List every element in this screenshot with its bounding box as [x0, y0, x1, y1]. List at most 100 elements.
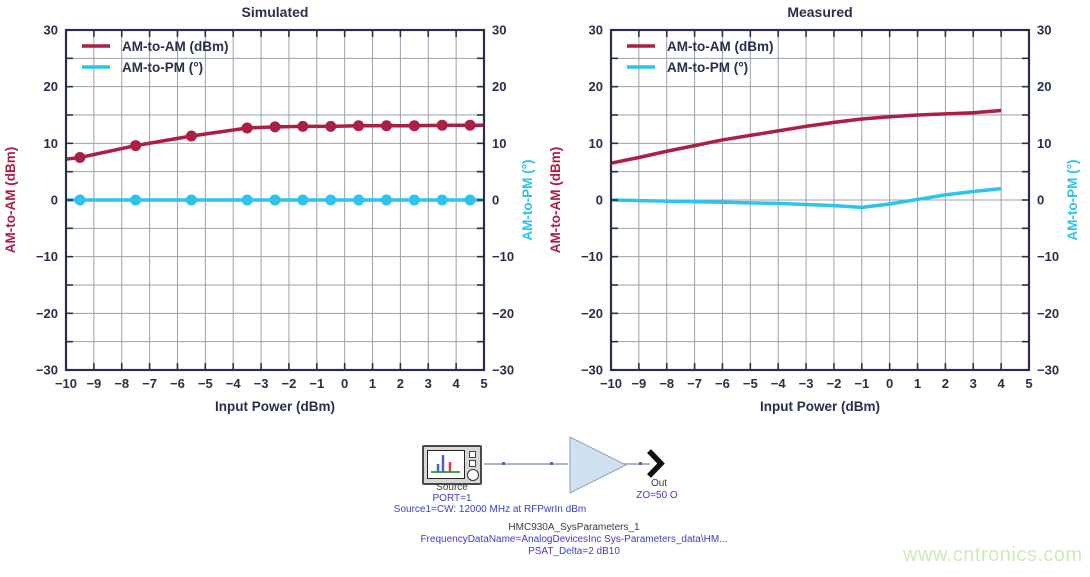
charts-row: −10 −9 −8 −7 −6 −5 −4 −3 −2 −1 0 1 2 3 4 5 30 20 10 0 −10 −20… — [0, 0, 1090, 430]
legend-label: AM-to-PM (°) — [667, 60, 748, 75]
svg-text:30: 30 — [589, 23, 603, 38]
wire-node — [502, 462, 505, 465]
wire-amp-to-out — [624, 463, 650, 465]
y-axis-label-right: AM-to-PM (°) — [520, 159, 535, 240]
simulated-chart: −10 −9 −8 −7 −6 −5 −4 −3 −2 −1 0 1 2 3 4 5 30 20 10 0 −10 −20… — [0, 0, 545, 430]
svg-text:20: 20 — [589, 79, 603, 94]
am-to-am-series — [610, 108, 1002, 165]
svg-text:−1: −1 — [309, 376, 324, 391]
svg-text:2: 2 — [942, 376, 949, 391]
measured-plot: −10 −9 −8 −7 −6 −5 −4 −3 −2 −1 0 1 2 3 4 53020100−10−20… — [548, 4, 1080, 414]
svg-text:−3: −3 — [254, 376, 269, 391]
amp-param1-label: FrequencyDataName=AnalogDevicesInc Sys-P… — [420, 534, 728, 545]
svg-text:4: 4 — [453, 376, 461, 391]
svg-text:0: 0 — [596, 193, 603, 208]
out-impedance-label: ZO=50 O — [636, 490, 678, 501]
svg-text:−3: −3 — [799, 376, 814, 391]
svg-text:−20: −20 — [581, 306, 603, 321]
svg-text:−30: −30 — [492, 363, 514, 378]
svg-text:−20: −20 — [492, 306, 514, 321]
out-label: Out — [650, 478, 668, 489]
svg-text:−10: −10 — [581, 249, 603, 264]
legend: AM-to-AM (dBm) AM-to-PM (°) — [82, 39, 228, 75]
y-axis-label-left: AM-to-AM (dBm) — [548, 147, 563, 253]
svg-text:0: 0 — [51, 193, 58, 208]
x-axis-label: Input Power (dBm) — [760, 399, 880, 414]
out-port-icon — [647, 449, 665, 478]
legend-label: AM-to-AM (dBm) — [122, 39, 228, 54]
amp-param2-label: PSAT_Delta=2 dB10 — [528, 546, 620, 557]
svg-text:0: 0 — [1037, 193, 1044, 208]
legend: AM-to-AM (dBm) AM-to-PM (°) — [627, 39, 773, 75]
svg-text:−5: −5 — [198, 376, 213, 391]
svg-text:−10: −10 — [55, 376, 77, 391]
svg-text:−4: −4 — [226, 376, 242, 391]
svg-text:−2: −2 — [282, 376, 297, 391]
svg-text:10: 10 — [1037, 136, 1051, 151]
svg-text:5: 5 — [480, 376, 487, 391]
svg-text:1: 1 — [914, 376, 921, 391]
source-screen — [427, 450, 465, 479]
tick-marks — [65, 29, 485, 371]
svg-text:−10: −10 — [600, 376, 622, 391]
chart-title: Measured — [787, 4, 852, 20]
svg-text:10: 10 — [492, 136, 506, 151]
svg-text:10: 10 — [44, 136, 58, 151]
x-tick-labels: −10 −9 −8 −7 −6 −5 −4 −3 −2 −1 0 1 2 3 4 5 — [600, 376, 1033, 391]
x-tick-labels: −10 −9 −8 −7 −6 −5 −4 −3 −2 −1 0 1 2 3 4 5 — [55, 376, 488, 391]
svg-text:20: 20 — [1037, 79, 1051, 94]
source-instrument-icon — [422, 445, 482, 485]
source-param-label: Source1=CW: 12000 MHz at RFPwrIn dBm — [393, 504, 587, 515]
svg-text:−30: −30 — [581, 363, 603, 378]
source-button-icon — [469, 451, 476, 458]
svg-text:1: 1 — [369, 376, 376, 391]
svg-text:−2: −2 — [827, 376, 842, 391]
svg-text:−8: −8 — [659, 376, 674, 391]
svg-text:−4: −4 — [771, 376, 787, 391]
svg-text:4: 4 — [998, 376, 1006, 391]
svg-text:10: 10 — [589, 136, 603, 151]
svg-text:0: 0 — [886, 376, 893, 391]
am-to-pm-series — [610, 186, 1002, 210]
svg-text:−20: −20 — [1037, 306, 1059, 321]
legend-label: AM-to-PM (°) — [122, 60, 203, 75]
tick-marks — [610, 29, 1030, 371]
svg-text:0: 0 — [492, 193, 499, 208]
svg-text:3: 3 — [970, 376, 977, 391]
svg-text:−10: −10 — [492, 249, 514, 264]
wire-node — [639, 462, 642, 465]
svg-text:−7: −7 — [687, 376, 702, 391]
svg-text:−20: −20 — [36, 306, 58, 321]
wire-source-to-amp — [484, 463, 568, 465]
svg-text:20: 20 — [44, 79, 58, 94]
wire-node — [550, 462, 553, 465]
spectrum-display-icon — [431, 455, 460, 473]
svg-text:−7: −7 — [142, 376, 157, 391]
y-tick-labels-left: 30 20 10 0 −10 −20 −30 — [36, 23, 58, 378]
svg-text:20: 20 — [492, 79, 506, 94]
svg-text:−1: −1 — [854, 376, 869, 391]
svg-text:3: 3 — [425, 376, 432, 391]
watermark: www.cntronics.com — [903, 544, 1083, 566]
y-tick-labels-right: 30 20 10 0 −10 −20 −30 — [1037, 23, 1059, 378]
source-port-label: PORT=1 — [432, 493, 472, 504]
svg-text:30: 30 — [492, 23, 506, 38]
measured-chart: −10 −9 −8 −7 −6 −5 −4 −3 −2 −1 0 1 2 3 4 5 30 20 10 0 −10 −20… — [545, 0, 1090, 430]
source-button-icon — [469, 460, 476, 467]
svg-text:−6: −6 — [715, 376, 730, 391]
simulated-plot: −10 −9 −8 −7 −6 −5 −4 −3 −2 −1 0 1 2 3 4 53020100−10−20… — [3, 4, 535, 414]
svg-text:30: 30 — [1037, 23, 1051, 38]
chart-title: Simulated — [242, 4, 309, 20]
amplifier-icon — [569, 436, 628, 494]
y-tick-labels-right: 30 20 10 0 −10 −20 −30 — [492, 23, 514, 378]
legend-label: AM-to-AM (dBm) — [667, 39, 773, 54]
svg-text:−10: −10 — [36, 249, 58, 264]
svg-text:30: 30 — [44, 23, 58, 38]
am-to-am-markers — [74, 119, 476, 163]
gridlines — [611, 30, 1029, 370]
y-axis-label-left: AM-to-AM (dBm) — [3, 147, 18, 253]
amp-name-label: HMC930A_SysParameters_1 — [508, 522, 640, 533]
source-knob-icon — [467, 469, 479, 481]
svg-text:5: 5 — [1025, 376, 1032, 391]
